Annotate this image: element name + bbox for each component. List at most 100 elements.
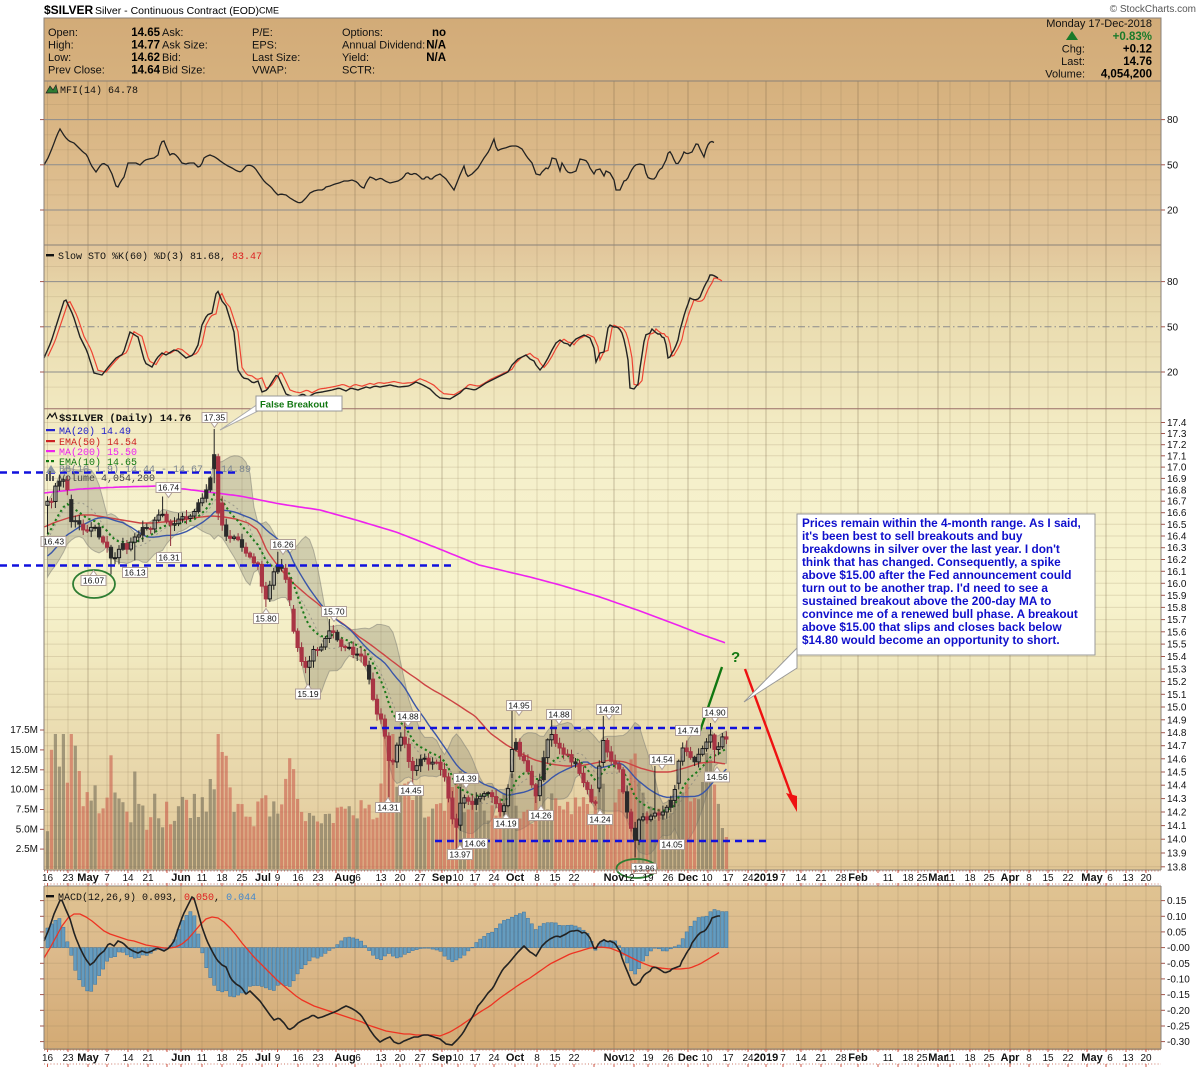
svg-text:27: 27 [414, 873, 426, 884]
svg-text:26: 26 [662, 873, 674, 884]
svg-text:7.5M: 7.5M [16, 805, 38, 816]
svg-text:8: 8 [1026, 873, 1032, 884]
svg-text:10: 10 [701, 1053, 713, 1064]
svg-text:20: 20 [1167, 368, 1179, 379]
svg-text:Sep: Sep [432, 872, 452, 884]
svg-text:19: 19 [642, 1053, 654, 1064]
svg-text:14.05: 14.05 [661, 840, 683, 850]
svg-text:think that has changed. Conseq: think that has changed. Consequently, a … [802, 555, 1061, 569]
svg-text:18: 18 [216, 1053, 228, 1064]
svg-text:Bid Size:: Bid Size: [162, 65, 205, 77]
svg-text:15.6: 15.6 [1167, 627, 1187, 638]
svg-text:above $15.00 that slips and cl: above $15.00 that slips and closes back … [802, 620, 1062, 634]
svg-text:MA(20) 14.49: MA(20) 14.49 [59, 426, 131, 438]
svg-text:7: 7 [104, 873, 110, 884]
svg-text:12: 12 [623, 1053, 635, 1064]
svg-text:14.31: 14.31 [377, 803, 399, 813]
svg-text:$14.80 would become an opportu: $14.80 would become an opportunity to sh… [802, 633, 1060, 647]
svg-text:Nov: Nov [604, 1052, 626, 1064]
svg-text:20: 20 [394, 1053, 406, 1064]
svg-text:20: 20 [1140, 1053, 1152, 1064]
svg-text:Dec: Dec [678, 1052, 698, 1064]
svg-text:May: May [77, 1052, 99, 1064]
svg-text:Silver - Continuous Contract (: Silver - Continuous Contract (EOD) [95, 5, 259, 17]
svg-text:15.0M: 15.0M [10, 745, 38, 756]
svg-text:16.0: 16.0 [1167, 579, 1187, 590]
svg-text:18: 18 [902, 1053, 914, 1064]
svg-text:21: 21 [142, 873, 154, 884]
svg-text:Oct: Oct [506, 1052, 525, 1064]
svg-text:-0.05: -0.05 [1167, 959, 1190, 970]
svg-text:15.3: 15.3 [1167, 665, 1187, 676]
svg-text:14.45: 14.45 [400, 786, 422, 796]
svg-text:28: 28 [835, 1053, 847, 1064]
svg-text:Oct: Oct [506, 872, 525, 884]
svg-text:Options:: Options: [342, 27, 383, 39]
svg-text:17.0: 17.0 [1167, 463, 1187, 474]
svg-text:16.6: 16.6 [1167, 508, 1187, 519]
svg-text:breakdowns in silver over the: breakdowns in silver over the last year.… [802, 542, 1060, 556]
svg-text:6: 6 [1107, 1053, 1113, 1064]
svg-text:15.5: 15.5 [1167, 640, 1187, 651]
svg-text:$SILVER: $SILVER [44, 3, 93, 17]
svg-text:$SILVER (Daily) 14.76: $SILVER (Daily) 14.76 [59, 413, 191, 425]
svg-text:EPS:: EPS: [252, 40, 277, 52]
svg-text:sustained breakout above the 2: sustained breakout above the 200-day MA … [802, 594, 1051, 608]
svg-text:15.19: 15.19 [297, 689, 319, 699]
svg-text:17.1: 17.1 [1167, 451, 1187, 462]
svg-text:Feb: Feb [848, 872, 868, 884]
svg-text:Last Size:: Last Size: [252, 52, 300, 64]
svg-text:+0.12: +0.12 [1123, 44, 1152, 56]
svg-text:9: 9 [275, 1053, 281, 1064]
svg-text:6: 6 [1107, 873, 1113, 884]
svg-text:10: 10 [452, 873, 464, 884]
svg-text:EMA(10) 14.65: EMA(10) 14.65 [59, 457, 137, 469]
svg-text:Bid:: Bid: [162, 52, 181, 64]
svg-text:?: ? [731, 649, 740, 666]
svg-text:13: 13 [375, 1053, 387, 1064]
svg-text:18: 18 [964, 1053, 976, 1064]
svg-text:14.76: 14.76 [1123, 56, 1152, 68]
svg-text:turn out to be another trap. I: turn out to be another trap. I'd need to… [802, 581, 1048, 595]
svg-text:14.64: 14.64 [131, 65, 160, 77]
svg-text:18: 18 [216, 873, 228, 884]
svg-text:P/E:: P/E: [252, 27, 273, 39]
svg-text:CME: CME [259, 6, 279, 16]
svg-text:14.54: 14.54 [651, 755, 673, 765]
svg-text:Apr: Apr [1001, 872, 1021, 884]
svg-text:15.7: 15.7 [1167, 615, 1187, 626]
svg-text:6: 6 [355, 873, 361, 884]
svg-text:16.5: 16.5 [1167, 520, 1187, 531]
svg-text:15: 15 [1042, 1053, 1054, 1064]
svg-text:18: 18 [964, 873, 976, 884]
svg-text:14.7: 14.7 [1167, 741, 1187, 752]
svg-text:24: 24 [742, 873, 754, 884]
svg-text:13: 13 [1122, 873, 1134, 884]
svg-text:Nov: Nov [604, 872, 626, 884]
svg-text:5.0M: 5.0M [16, 824, 38, 835]
svg-text:25: 25 [916, 873, 928, 884]
svg-text:0.10: 0.10 [1167, 912, 1187, 923]
svg-text:7: 7 [104, 1053, 110, 1064]
svg-text:Volume:: Volume: [1045, 69, 1085, 81]
svg-text:16.13: 16.13 [124, 568, 146, 578]
svg-text:8: 8 [534, 873, 540, 884]
svg-text:Chg:: Chg: [1062, 44, 1085, 56]
svg-text:Prices remain within the 4-mon: Prices remain within the 4-month range. … [802, 516, 1081, 530]
svg-text:16.43: 16.43 [43, 537, 65, 547]
svg-text:8: 8 [534, 1053, 540, 1064]
svg-text:EMA(50) 14.54: EMA(50) 14.54 [59, 437, 137, 449]
svg-text:-0.10: -0.10 [1167, 974, 1190, 985]
svg-text:50: 50 [1167, 160, 1179, 171]
svg-text:17: 17 [722, 873, 734, 884]
svg-text:17.4: 17.4 [1167, 418, 1187, 429]
svg-text:Sep: Sep [432, 1052, 452, 1064]
svg-text:25: 25 [236, 873, 248, 884]
svg-text:Apr: Apr [1001, 1052, 1021, 1064]
svg-text:10: 10 [452, 1053, 464, 1064]
svg-text:15: 15 [549, 873, 561, 884]
svg-text:17: 17 [722, 1053, 734, 1064]
svg-text:above $15.00 after the Fed ann: above $15.00 after the Fed announcement … [802, 568, 1071, 582]
svg-text:Slow STO %K(60) %D(3) 81.68, 8: Slow STO %K(60) %D(3) 81.68, 83.47 [58, 251, 262, 263]
svg-text:14.2: 14.2 [1167, 808, 1187, 819]
